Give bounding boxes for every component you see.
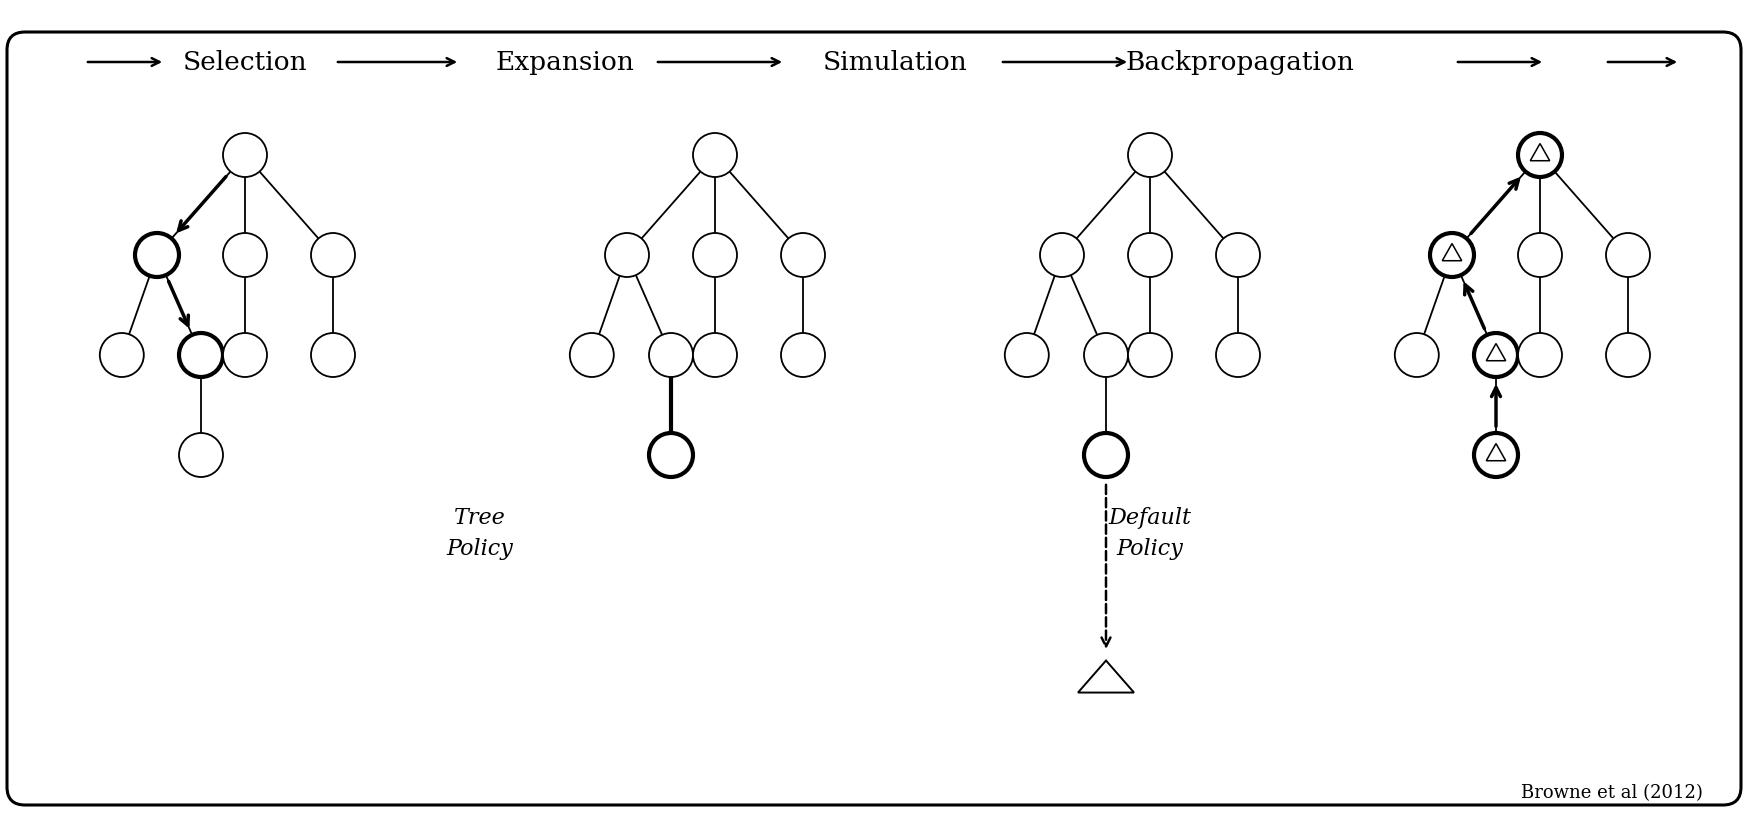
Text: Default
Policy: Default Policy bbox=[1108, 507, 1192, 560]
FancyBboxPatch shape bbox=[7, 32, 1741, 805]
Text: Expansion: Expansion bbox=[496, 49, 635, 75]
Circle shape bbox=[570, 333, 614, 377]
Circle shape bbox=[224, 233, 267, 277]
Circle shape bbox=[224, 133, 267, 177]
Circle shape bbox=[178, 433, 224, 477]
Circle shape bbox=[649, 433, 692, 477]
Circle shape bbox=[1127, 333, 1171, 377]
Text: Browne et al (2012): Browne et al (2012) bbox=[1521, 784, 1703, 802]
Text: Simulation: Simulation bbox=[823, 49, 967, 75]
Circle shape bbox=[1127, 233, 1171, 277]
Circle shape bbox=[1430, 233, 1474, 277]
Circle shape bbox=[1395, 333, 1439, 377]
Circle shape bbox=[178, 333, 224, 377]
Circle shape bbox=[692, 333, 738, 377]
Circle shape bbox=[781, 233, 825, 277]
Circle shape bbox=[1084, 433, 1127, 477]
Circle shape bbox=[311, 333, 355, 377]
Circle shape bbox=[1474, 433, 1517, 477]
Circle shape bbox=[1606, 333, 1650, 377]
Circle shape bbox=[311, 233, 355, 277]
Circle shape bbox=[100, 333, 143, 377]
Circle shape bbox=[1084, 333, 1127, 377]
Circle shape bbox=[692, 233, 738, 277]
Circle shape bbox=[135, 233, 178, 277]
Circle shape bbox=[1217, 333, 1260, 377]
Circle shape bbox=[1040, 233, 1084, 277]
Circle shape bbox=[649, 333, 692, 377]
Circle shape bbox=[692, 133, 738, 177]
Circle shape bbox=[1517, 233, 1563, 277]
Circle shape bbox=[1606, 233, 1650, 277]
Circle shape bbox=[1217, 233, 1260, 277]
Circle shape bbox=[1517, 333, 1563, 377]
Circle shape bbox=[1474, 333, 1517, 377]
Circle shape bbox=[781, 333, 825, 377]
Text: Tree
Policy: Tree Policy bbox=[446, 507, 514, 560]
Text: Selection: Selection bbox=[184, 49, 308, 75]
Circle shape bbox=[1517, 133, 1563, 177]
Circle shape bbox=[605, 233, 649, 277]
Circle shape bbox=[1127, 133, 1171, 177]
Circle shape bbox=[224, 333, 267, 377]
Circle shape bbox=[1005, 333, 1049, 377]
Text: Backpropagation: Backpropagation bbox=[1126, 49, 1355, 75]
